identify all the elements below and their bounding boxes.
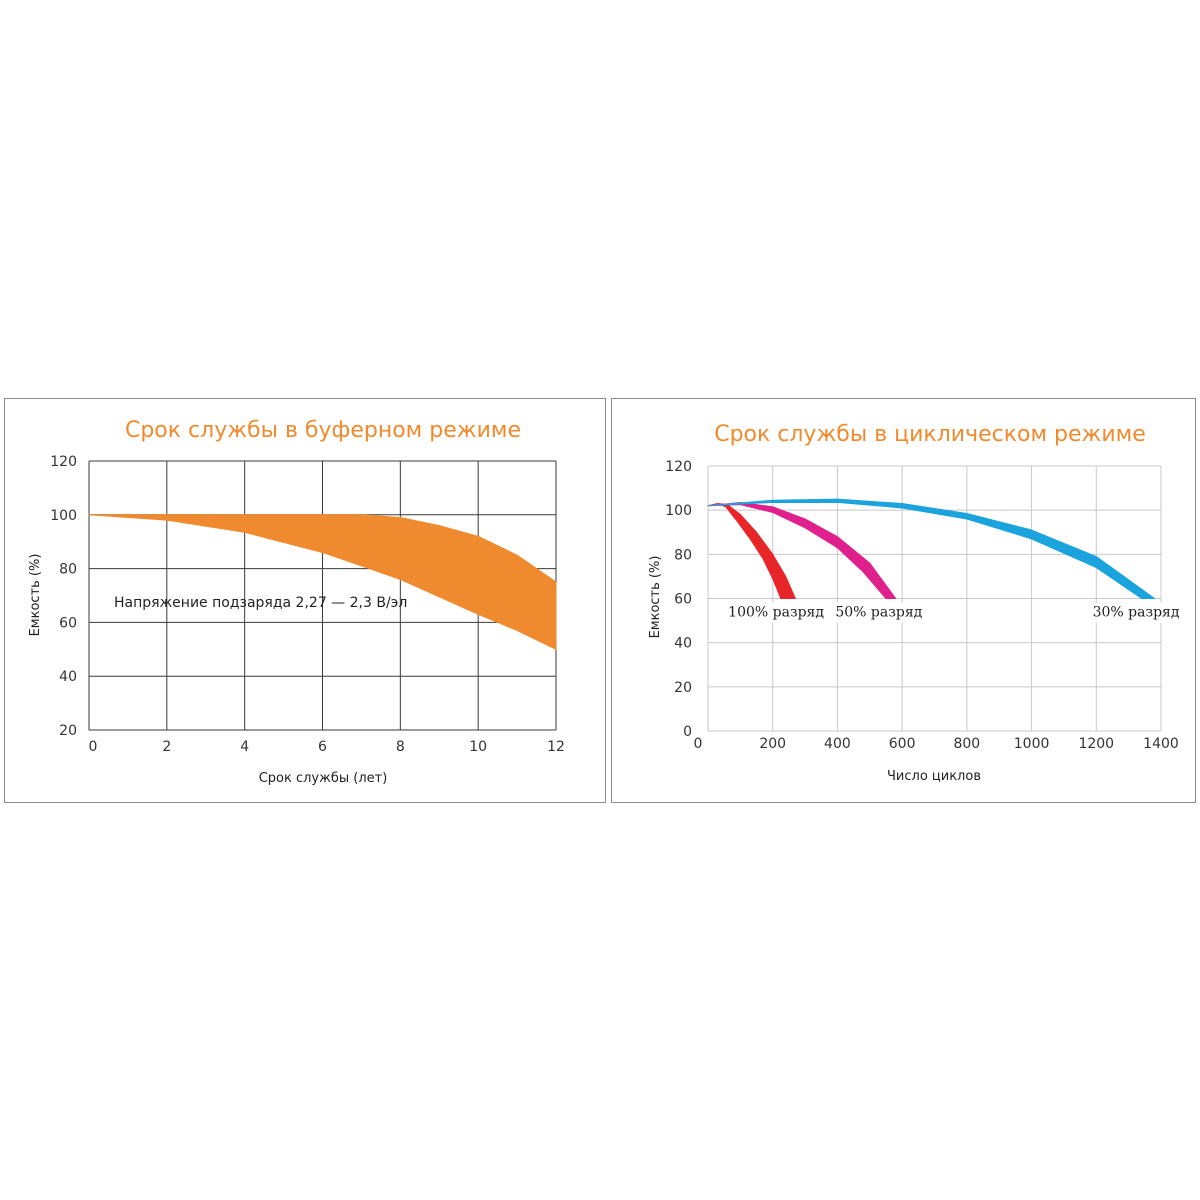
y-tick-label: 40: [59, 669, 77, 685]
x-axis-label: Срок службы (лет): [259, 771, 388, 786]
chart-buffer-mode: Срок службы в буферном режиме 2040608010…: [28, 418, 565, 786]
chart-panel-cyclic-mode: Срок службы в циклическом режиме 0 20 40 60…: [611, 398, 1196, 803]
series-band: [707, 498, 1156, 599]
x-tick-label: 4: [240, 739, 249, 755]
x-tick-label: 400: [824, 736, 851, 752]
series-band: [707, 503, 796, 599]
series-label-bg: [725, 602, 828, 623]
x-tick-label: 8: [396, 739, 405, 755]
x-axis-label: Число циклов: [887, 769, 981, 784]
x-tick-label: 800: [953, 736, 980, 752]
x-tick-label: 0: [89, 739, 98, 755]
series-band: [707, 501, 897, 599]
y-tick-label: 80: [674, 547, 692, 563]
x-tick-label: 2: [162, 739, 171, 755]
y-tick-label: 40: [674, 636, 692, 652]
x-tick-label: 1400: [1143, 736, 1179, 752]
y-tick-label: 0: [683, 724, 692, 740]
y-tick-label: 60: [674, 592, 692, 608]
y-axis-label: Емкость (%): [28, 554, 43, 637]
series-label: 100% разряд: [728, 605, 824, 621]
y-tick-label: 120: [50, 454, 77, 470]
y-tick-label: 20: [59, 723, 77, 739]
y-axis-label: Емкость (%): [648, 556, 663, 639]
series-label: 50% разряд: [835, 605, 922, 621]
x-tick-label: 12: [547, 739, 565, 755]
x-tick-label: 0: [694, 736, 703, 752]
y-tick-label: 60: [59, 615, 77, 631]
y-tick-label: 100: [665, 503, 692, 519]
y-tick-label: 120: [665, 459, 692, 475]
x-tick-label: 1200: [1078, 736, 1114, 752]
series-label-bg: [1089, 602, 1183, 623]
x-tick-label: 200: [759, 736, 786, 752]
chart-title: Срок службы в буферном режиме: [125, 418, 521, 443]
series-label: 30% разряд: [1093, 605, 1180, 621]
chart-title: Срок службы в циклическом режиме: [714, 422, 1146, 447]
chart-panel-buffer-mode: Срок службы в буферном режиме 20 40 60 80 10…: [4, 398, 606, 803]
y-tick-label: 20: [674, 680, 692, 696]
chart-annotation: Напряжение подзаряда 2,27 — 2,3 В/эл: [114, 595, 407, 611]
y-tick-label: 80: [59, 562, 77, 578]
x-tick-label: 600: [889, 736, 916, 752]
y-tick-label: 100: [50, 508, 77, 524]
x-tick-label: 1000: [1014, 736, 1050, 752]
chart-cyclic-mode: Срок службы в циклическом режиме 0 20 40 60…: [648, 422, 1183, 784]
capacity-band: [88, 514, 557, 650]
x-tick-label: 10: [469, 739, 487, 755]
x-tick-label: 6: [318, 739, 327, 755]
series-label-bg: [832, 602, 926, 623]
